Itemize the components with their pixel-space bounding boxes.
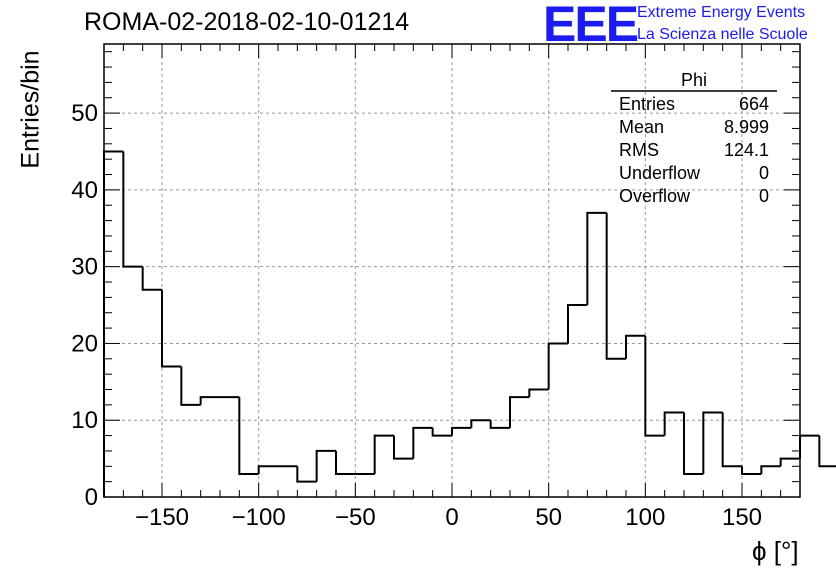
stats-label-rms: RMS	[619, 140, 659, 160]
histogram-bin	[567, 304, 588, 344]
histogram-bin	[470, 419, 491, 428]
histogram-bin	[335, 450, 356, 475]
stats-label-overflow: Overflow	[619, 186, 691, 206]
chart-title: ROMA-02-2018-02-10-01214	[84, 8, 410, 36]
stats-box: Phi Entries 664 Mean 8.999 RMS 124.1 Und…	[611, 70, 777, 206]
stats-name: Phi	[681, 70, 707, 90]
histogram-bin	[315, 449, 336, 482]
eee-logo: EEE	[543, 0, 639, 52]
axes	[103, 43, 801, 498]
stats-value-entries: 664	[739, 94, 769, 114]
histogram-bin	[644, 335, 665, 437]
x-tick-label: 100	[625, 504, 665, 531]
x-tick-label: −150	[135, 504, 189, 531]
histogram-bin	[605, 212, 626, 360]
y-tick-label: 40	[71, 177, 98, 204]
x-axis-label: ϕ [°]	[752, 536, 799, 566]
histogram-bin	[296, 466, 317, 483]
stats-label-mean: Mean	[619, 117, 664, 137]
x-tick-label: 0	[445, 504, 458, 531]
stats-value-mean: 8.999	[724, 117, 769, 137]
histogram-bin	[373, 434, 394, 474]
histogram-bin	[779, 457, 800, 467]
histogram-bin	[122, 151, 143, 268]
histogram-bin	[741, 466, 762, 475]
x-tick-label: 150	[722, 504, 762, 531]
y-tick-label: 10	[71, 407, 98, 434]
histogram-bin	[586, 211, 607, 306]
stats-value-rms: 124.1	[724, 140, 769, 160]
histogram-bin	[199, 396, 220, 405]
y-tick-label: 50	[71, 100, 98, 127]
histogram	[103, 150, 836, 497]
histogram-bin	[180, 366, 201, 406]
stats-value-underflow: 0	[759, 163, 769, 183]
tick-labels: −150 −100 −50 0 50 100 150 0 10 20 30 40 50	[71, 100, 762, 531]
histogram-bin	[721, 412, 742, 468]
histogram-bin	[431, 427, 452, 437]
stats-value-overflow: 0	[759, 186, 769, 206]
stats-label-entries: Entries	[619, 94, 675, 114]
y-tick-label: 20	[71, 330, 98, 357]
histogram-bin	[257, 465, 278, 474]
histogram-bin	[818, 435, 836, 468]
histogram-bin	[528, 388, 549, 398]
histogram-bin	[489, 420, 510, 429]
histogram-bin	[238, 397, 259, 475]
org-name-line1: Extreme Energy Events	[637, 4, 806, 21]
y-tick-label: 0	[85, 484, 98, 511]
grid-lines	[104, 44, 800, 497]
histogram-bin	[547, 342, 568, 390]
histogram-bin	[161, 289, 182, 368]
histogram-bin	[663, 411, 684, 436]
histogram-bin	[799, 434, 820, 459]
stats-label-underflow: Underflow	[619, 163, 701, 183]
x-tick-label: −100	[232, 504, 286, 531]
x-tick-label: −50	[335, 504, 376, 531]
histogram-bin	[412, 426, 433, 459]
histogram-bin	[103, 150, 124, 497]
histogram-bin	[625, 334, 646, 359]
histogram-bin	[393, 435, 414, 460]
histogram-bin	[141, 266, 162, 291]
x-tick-label: 50	[535, 504, 562, 531]
histogram-bin	[509, 396, 530, 428]
y-tick-label: 30	[71, 254, 98, 281]
histogram-bin	[702, 411, 723, 474]
histogram-bin	[683, 412, 704, 475]
histogram-bin	[760, 465, 781, 474]
histogram-bin	[451, 426, 472, 436]
org-name-line2: La Scienza nelle Scuole	[637, 26, 808, 43]
